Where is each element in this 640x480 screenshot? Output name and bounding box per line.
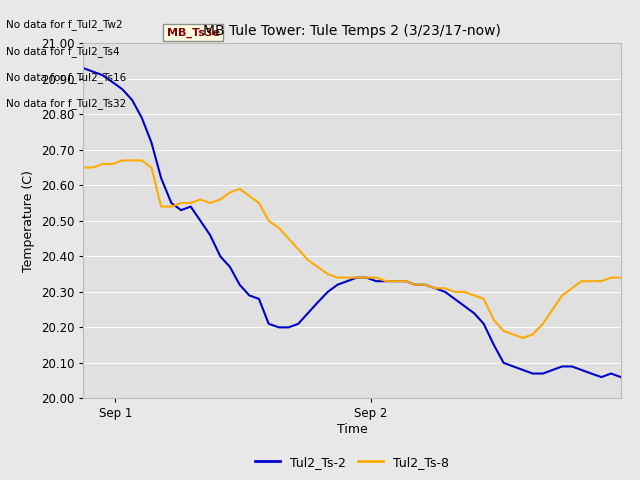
- Title: MB Tule Tower: Tule Temps 2 (3/23/17-now): MB Tule Tower: Tule Temps 2 (3/23/17-now…: [203, 24, 501, 38]
- Text: No data for f_Tul2_Ts32: No data for f_Tul2_Ts32: [6, 98, 127, 109]
- X-axis label: Time: Time: [337, 423, 367, 436]
- Y-axis label: Temperature (C): Temperature (C): [22, 170, 35, 272]
- Text: No data for f_Tul2_Ts16: No data for f_Tul2_Ts16: [6, 72, 127, 83]
- Legend: Tul2_Ts-2, Tul2_Ts-8: Tul2_Ts-2, Tul2_Ts-8: [250, 451, 454, 474]
- Text: No data for f_Tul2_Ts4: No data for f_Tul2_Ts4: [6, 46, 120, 57]
- Text: MB_Ts3e: MB_Ts3e: [166, 28, 220, 38]
- Text: No data for f_Tul2_Tw2: No data for f_Tul2_Tw2: [6, 19, 123, 30]
